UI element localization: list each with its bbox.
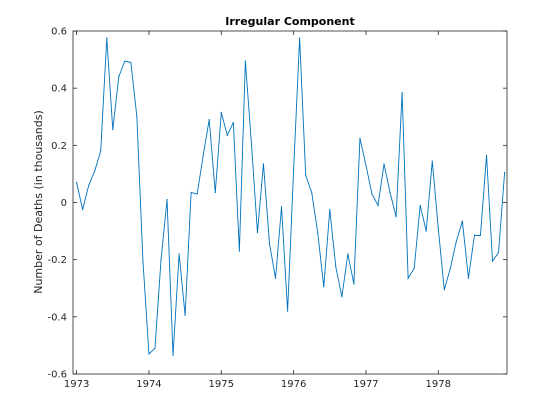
y-axis-label: Number of Deaths (in thousands): [32, 110, 45, 294]
data-point: [274, 277, 277, 279]
data-point: [178, 253, 180, 255]
plot-area: [72, 30, 508, 375]
data-point: [341, 296, 343, 298]
x-tick-label: 1977: [353, 379, 378, 390]
data-point: [504, 171, 506, 174]
x-tick-label: 1976: [281, 379, 306, 390]
x-axis: 1973 1974 1975 1976 1977 1978: [64, 31, 451, 390]
data-point: [76, 181, 78, 184]
data-point: [443, 289, 445, 291]
data-point: [166, 199, 168, 201]
data-point: [311, 191, 313, 194]
data-point: [449, 267, 451, 269]
data-point: [142, 260, 144, 262]
data-point: [461, 220, 463, 222]
data-point: [124, 60, 126, 62]
y-axis: -0.6 -0.4 -0.2 0 0.2 0.4 0.6: [47, 27, 507, 381]
data-point: [250, 143, 253, 145]
data-point: [335, 266, 337, 268]
data-point: [389, 191, 391, 194]
data-point: [365, 164, 367, 166]
data-point: [293, 169, 295, 171]
data-point: [485, 154, 488, 156]
data-point: [491, 260, 494, 262]
x-tick-label: 1978: [426, 379, 451, 390]
chart-title: Irregular Component: [225, 15, 354, 28]
data-point: [148, 353, 150, 355]
data-point: [226, 134, 228, 136]
data-point: [425, 230, 427, 232]
y-tick-label: 0.2: [51, 141, 67, 152]
data-point: [359, 137, 361, 139]
data-point: [106, 37, 108, 39]
data-point: [353, 283, 355, 285]
data-point: [238, 250, 240, 252]
data-point: [262, 163, 265, 165]
data-point: [431, 160, 433, 162]
y-tick-label: 0: [61, 198, 67, 209]
data-point: [172, 354, 174, 357]
data-point: [407, 277, 409, 279]
data-point: [196, 193, 198, 195]
data-point: [347, 253, 349, 255]
data-point: [305, 174, 307, 176]
y-tick-label: -0.6: [47, 370, 67, 381]
data-point: [202, 154, 204, 156]
data-point: [455, 240, 457, 242]
data-point: [413, 267, 415, 269]
data-point: [184, 314, 186, 317]
y-tick-label: -0.4: [47, 312, 67, 323]
series-points: [76, 37, 506, 357]
data-point: [329, 209, 331, 211]
data-point: [419, 204, 421, 206]
data-point: [154, 347, 156, 349]
x-tick-label: 1975: [209, 379, 234, 390]
data-point: [100, 150, 102, 152]
x-tick-label: 1973: [64, 379, 89, 390]
data-point: [371, 193, 373, 195]
data-point: [317, 231, 319, 234]
data-point: [118, 76, 120, 78]
y-tick-label: 0.6: [51, 27, 67, 38]
data-point: [130, 61, 132, 64]
data-point: [323, 286, 325, 288]
data-point: [401, 91, 403, 94]
data-point: [112, 129, 114, 131]
data-point: [473, 234, 476, 236]
y-tick-label: 0.4: [51, 84, 67, 95]
data-point: [244, 60, 246, 62]
data-point: [497, 251, 500, 254]
data-point: [479, 234, 482, 236]
data-point: [287, 310, 289, 312]
data-point: [256, 231, 259, 234]
data-point: [395, 216, 397, 218]
data-point: [377, 204, 379, 206]
data-point: [190, 191, 192, 194]
series-line: [76, 38, 506, 356]
data-point: [136, 116, 138, 118]
data-point: [437, 227, 439, 229]
data-point: [383, 163, 385, 165]
data-point: [88, 184, 90, 186]
data-point: [299, 37, 301, 39]
data-point: [82, 209, 84, 211]
data-point: [220, 111, 222, 114]
data-point: [467, 277, 470, 279]
data-point: [208, 119, 210, 121]
data-point: [160, 259, 162, 261]
x-tick-label: 1974: [136, 379, 161, 390]
y-tick-label: -0.2: [47, 255, 67, 266]
data-point: [280, 206, 283, 208]
data-point: [214, 191, 216, 194]
data-point: [232, 121, 234, 124]
data-point: [268, 243, 271, 245]
data-point: [94, 170, 96, 172]
